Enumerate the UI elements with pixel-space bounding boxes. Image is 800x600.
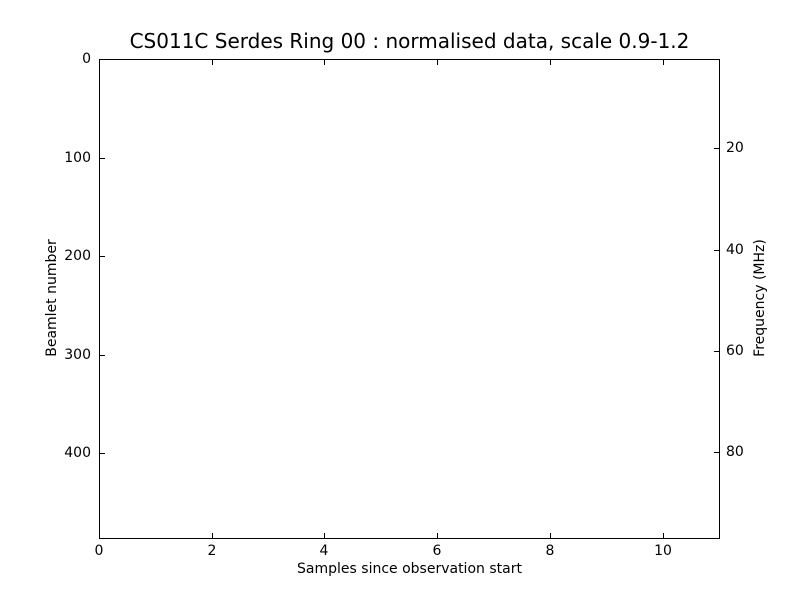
x-tick-mark-bottom xyxy=(437,533,438,538)
y-tick-label-right: 60 xyxy=(726,343,744,359)
y-tick-label-right: 20 xyxy=(726,140,744,156)
x-tick-label: 10 xyxy=(654,543,672,559)
x-tick-mark-top xyxy=(550,60,551,65)
x-tick-mark-bottom xyxy=(99,533,100,538)
x-tick-mark-bottom xyxy=(212,533,213,538)
chart-title: CS011C Serdes Ring 00 : normalised data,… xyxy=(129,29,690,53)
x-tick-mark-top xyxy=(324,60,325,65)
x-tick-mark-bottom xyxy=(663,533,664,538)
x-tick-label: 8 xyxy=(545,543,555,559)
y-tick-mark-right xyxy=(714,148,719,149)
y-tick-mark-left xyxy=(100,59,105,60)
y-axis-label-right: Frequency (MHz) xyxy=(752,239,768,357)
y-tick-mark-left xyxy=(100,256,105,257)
x-tick-label: 2 xyxy=(207,543,217,559)
x-tick-mark-top xyxy=(99,60,100,65)
y-tick-mark-left xyxy=(100,158,105,159)
x-tick-mark-top xyxy=(663,60,664,65)
y-tick-label-right: 40 xyxy=(726,242,744,258)
y-tick-label-left: 100 xyxy=(64,150,91,166)
x-tick-mark-bottom xyxy=(324,533,325,538)
x-tick-mark-top xyxy=(212,60,213,65)
plot-area xyxy=(99,59,720,539)
y-tick-mark-right xyxy=(714,452,719,453)
y-tick-label-left: 0 xyxy=(82,51,91,67)
x-tick-label: 0 xyxy=(94,543,104,559)
x-tick-mark-top xyxy=(437,60,438,65)
x-tick-label: 4 xyxy=(319,543,329,559)
y-tick-mark-right xyxy=(714,250,719,251)
x-axis-label: Samples since observation start xyxy=(297,561,522,577)
y-tick-mark-left xyxy=(100,355,105,356)
y-tick-label-left: 200 xyxy=(64,248,91,264)
y-tick-label-right: 80 xyxy=(726,444,744,460)
y-axis-label-left: Beamlet number xyxy=(44,239,60,357)
x-tick-mark-bottom xyxy=(550,533,551,538)
y-tick-mark-left xyxy=(100,453,105,454)
y-tick-label-left: 400 xyxy=(64,445,91,461)
x-tick-label: 6 xyxy=(432,543,442,559)
y-tick-mark-right xyxy=(714,351,719,352)
y-tick-label-left: 300 xyxy=(64,347,91,363)
